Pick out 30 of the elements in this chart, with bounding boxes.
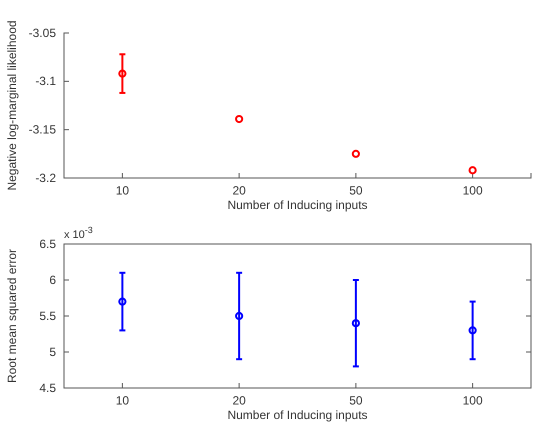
y-tick-label: -3.05: [28, 26, 56, 40]
x-tick-label: 50: [349, 394, 363, 408]
x-axis-title: Number of Inducing inputs: [227, 198, 368, 212]
text: x 10$^{-3}$: [64, 225, 93, 241]
point: [468, 326, 477, 334]
x-tick-label: 10: [116, 394, 130, 408]
point: [235, 114, 244, 124]
point: [352, 150, 360, 158]
x-tick-label: 10: [116, 184, 130, 198]
point: [235, 312, 244, 320]
y-tick-label: 6.5: [39, 236, 56, 251]
x-tick-label: 100: [462, 394, 483, 408]
y-tick-label: -3.1: [35, 74, 56, 88]
point: [352, 319, 360, 328]
y-tick-label: 6: [49, 272, 56, 287]
x-tick-label: 20: [232, 184, 246, 198]
x-tick-label: 50: [349, 184, 363, 198]
y-tick-label: -3.2: [35, 170, 56, 185]
y-tick-label: 5: [49, 344, 56, 359]
x-tick-label: 20: [232, 394, 246, 408]
x-tick-label: 100: [462, 184, 483, 198]
y-tick-label: 5.5: [39, 308, 56, 323]
y-axis-title: Negative log-marginal likelihood: [5, 20, 19, 191]
point: [468, 166, 477, 174]
y-tick-label: 4.5: [39, 380, 56, 395]
point: [118, 298, 126, 306]
point: [118, 70, 126, 78]
y-tick-label: -3.15: [28, 122, 56, 137]
x-axis-title: Number of Inducing inputs: [227, 408, 368, 422]
y-axis-title: Root mean squared error: [5, 248, 19, 384]
